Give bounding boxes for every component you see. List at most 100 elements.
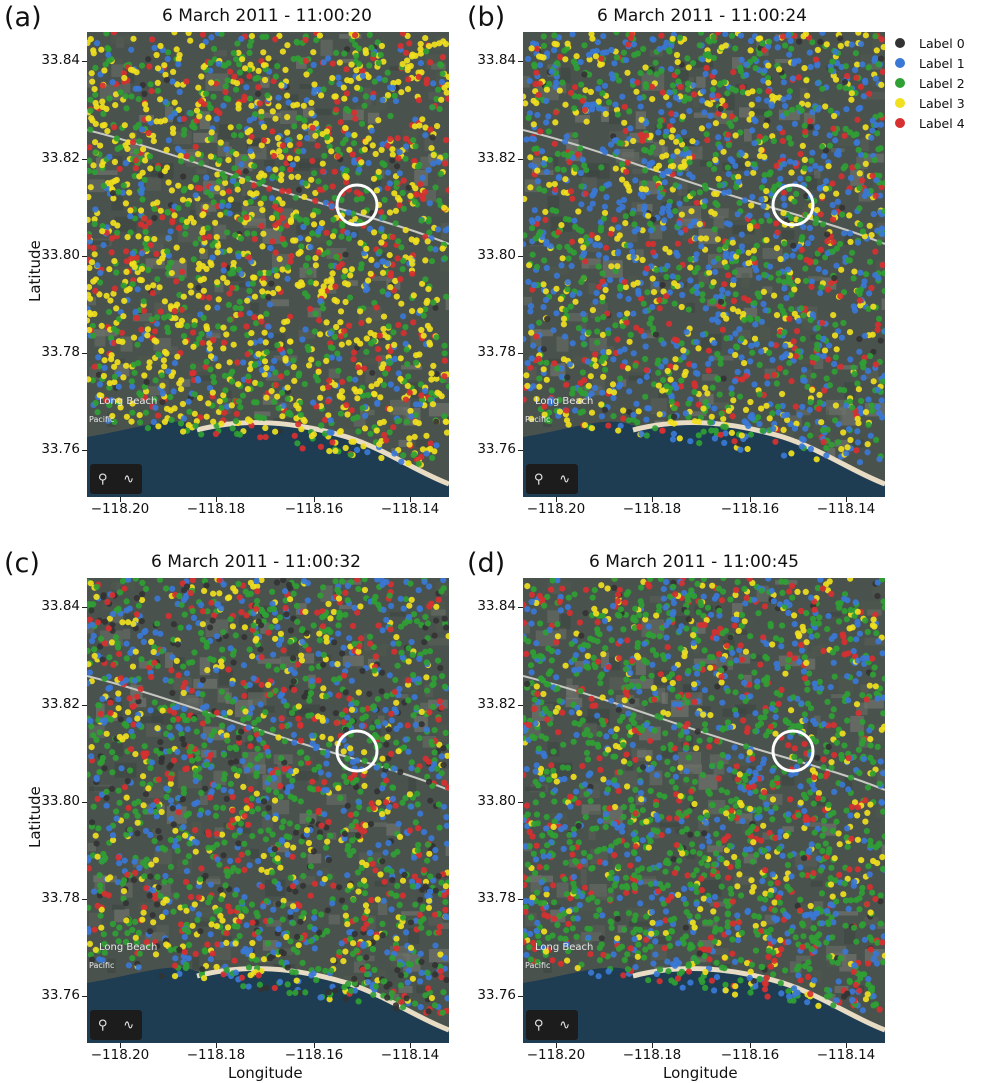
sensor-point [198, 431, 205, 438]
map-block [250, 848, 260, 860]
sensor-point [142, 240, 149, 247]
sensor-point [715, 175, 722, 182]
route-icon[interactable]: ∿ [123, 471, 135, 487]
sensor-point [396, 202, 403, 209]
sensor-point [402, 340, 409, 347]
map-block [172, 657, 185, 671]
sensor-point [658, 109, 665, 116]
sensor-point [142, 157, 149, 164]
sensor-point [210, 373, 217, 380]
map-block [111, 742, 124, 757]
sensor-point [831, 209, 838, 216]
map-panel-a[interactable]: Long Beach Pacific ⚲ ∿ [87, 32, 449, 497]
sensor-point [791, 425, 798, 432]
sensor-point [92, 399, 99, 407]
location-pin-icon[interactable]: ⚲ [97, 471, 108, 487]
sensor-point [730, 277, 737, 284]
sensor-point [684, 86, 691, 93]
sensor-point [391, 648, 398, 655]
sensor-point [786, 135, 793, 142]
sensor-point [849, 249, 856, 256]
sensor-point [236, 298, 243, 305]
sensor-point [180, 115, 187, 122]
map-tools[interactable]: ⚲ ∿ [90, 464, 142, 494]
sensor-point [229, 378, 236, 385]
sensor-point [533, 145, 540, 152]
sensor-point [779, 402, 786, 410]
sensor-point [711, 339, 718, 346]
sensor-point [91, 86, 98, 93]
sensor-point [676, 34, 683, 41]
sensor-point [275, 103, 282, 110]
sensor-point [208, 79, 215, 86]
map-panel-b[interactable]: Long Beach Pacific ⚲ ∿ [523, 32, 885, 497]
sensor-point [553, 41, 560, 48]
sensor-point [335, 367, 342, 374]
sensor-point [112, 91, 120, 98]
sensor-point [291, 432, 298, 439]
sensor-point [244, 351, 251, 358]
sensor-point [794, 348, 801, 355]
sensor-point [672, 208, 679, 215]
sensor-point [206, 330, 213, 337]
sensor-point [174, 321, 182, 329]
sensor-point [780, 426, 787, 433]
sensor-point [833, 262, 840, 269]
sensor-point [852, 50, 859, 57]
map-block [199, 795, 208, 806]
sensor-point [638, 295, 645, 302]
sensor-point [684, 80, 692, 87]
map-block [239, 70, 253, 82]
location-pin-icon[interactable]: ⚲ [533, 471, 544, 487]
map-block [366, 319, 387, 330]
sensor-point [527, 154, 534, 161]
map-block [321, 867, 330, 873]
sensor-point [420, 332, 427, 339]
sensor-point [319, 385, 327, 392]
sensor-point [763, 188, 770, 195]
sensor-point [838, 266, 845, 273]
sensor-point [764, 212, 771, 219]
sensor-point [650, 325, 657, 332]
sensor-point [530, 136, 538, 143]
sensor-point [807, 124, 814, 131]
map-block [642, 330, 657, 336]
sensor-point [225, 301, 232, 308]
sensor-point [345, 235, 352, 242]
sensor-point [391, 92, 398, 99]
map-block [139, 660, 154, 669]
sensor-point [225, 202, 232, 209]
sensor-point [148, 316, 155, 323]
sensor-point [843, 402, 850, 409]
sensor-point [678, 377, 685, 384]
sensor-point [761, 47, 768, 54]
sensor-point [317, 331, 324, 338]
sensor-point [691, 389, 698, 396]
sensor-point [649, 144, 656, 151]
sensor-point [412, 185, 419, 192]
sensor-point [363, 245, 370, 252]
sensor-point [87, 309, 93, 316]
map-panel-c[interactable]: Long Beach Pacific ⚲ ∿ [87, 578, 449, 1043]
map-tools[interactable]: ⚲ ∿ [526, 464, 578, 494]
sensor-point [346, 375, 353, 382]
route-icon[interactable]: ∿ [559, 471, 571, 487]
sensor-point [868, 134, 875, 141]
sensor-point [841, 78, 848, 86]
sensor-point [161, 298, 168, 305]
sensor-point [758, 218, 765, 225]
sensor-point [738, 231, 745, 238]
sensor-point [272, 369, 279, 376]
sensor-point [766, 217, 773, 224]
sensor-point [402, 155, 409, 162]
map-block [549, 266, 567, 275]
sensor-point [600, 354, 607, 361]
sensor-point [594, 39, 601, 46]
sensor-point [282, 147, 289, 154]
sensor-point [874, 130, 881, 137]
sensor-point [423, 450, 430, 457]
sensor-point [246, 117, 253, 124]
sensor-point [339, 140, 347, 147]
sensor-point [115, 383, 122, 390]
sensor-point [756, 293, 763, 300]
